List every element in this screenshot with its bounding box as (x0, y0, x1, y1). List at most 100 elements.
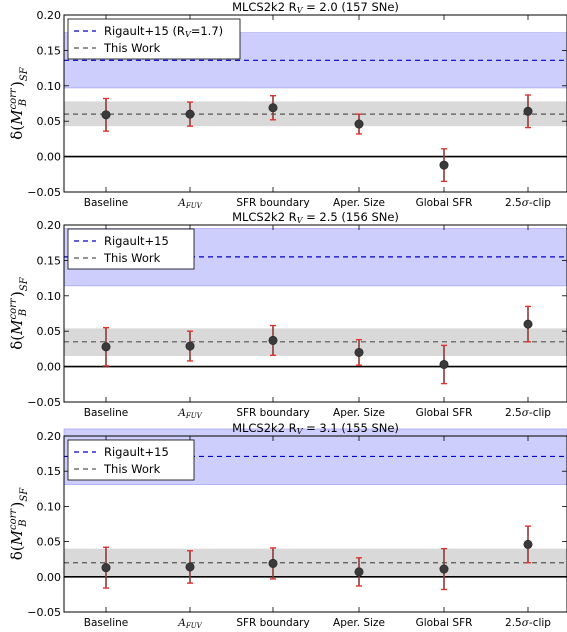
x-tick-label-sub: FUV (185, 412, 203, 420)
title-sub: V (297, 216, 304, 225)
axes-frame (63, 224, 567, 403)
legend-label-sub: V (185, 30, 192, 39)
x-tick-label: 2.5σ-clip (505, 617, 551, 629)
title-part: = 3.1 (155 SNe) (302, 421, 398, 435)
y-tick-label: 0.20 (37, 219, 62, 232)
x-tick-label: Baseline (84, 407, 129, 419)
x-tick-label-sub: FUV (185, 202, 203, 210)
ylabel-sub: SF (19, 487, 30, 502)
y-tick-label: −0.05 (27, 396, 61, 409)
ylabel-part: δ( (8, 545, 26, 560)
data-point (101, 110, 111, 120)
y-axis-label: δ(McorrB)SF (8, 66, 30, 140)
y-tick-label: 0.00 (37, 151, 62, 164)
axes-frame (63, 435, 567, 613)
y-tick-label: 0.10 (37, 500, 62, 513)
legend-label-part: Rigault+15 (R (104, 24, 185, 38)
x-tick-label: Global SFR (416, 617, 473, 629)
legend-label-part: =1.7) (191, 24, 223, 38)
x-tick-label-main: A (177, 617, 186, 629)
x-tick-label-part: 2.5 (505, 197, 522, 209)
data-point (439, 359, 449, 369)
data-point (523, 106, 533, 116)
y-tick-label: 0.00 (37, 361, 62, 374)
y-tick-label: 0.05 (37, 325, 62, 338)
chart-title: MLCS2k2 RV = 3.1 (155 SNe) (232, 421, 399, 436)
ylabel-part: ) (8, 291, 26, 297)
ylabel-part: δ( (8, 125, 26, 140)
title-part: MLCS2k2 R (232, 0, 297, 14)
ylabel-sup: corr (8, 508, 19, 530)
y-tick-label: 0.00 (37, 571, 62, 584)
data-point (439, 160, 449, 170)
x-tick-label-part: 2.5 (505, 617, 522, 629)
legend-label: This Work (103, 41, 161, 55)
x-tick-label-main: A (177, 407, 186, 419)
ylabel-sup: corr (8, 87, 19, 109)
data-point (354, 567, 364, 577)
data-point (523, 539, 533, 549)
y-tick-label: 0.20 (37, 430, 62, 443)
y-tick-label: 0.05 (37, 115, 62, 128)
y-tick-label: 0.15 (37, 254, 62, 267)
x-tick-label: AFUV (177, 407, 202, 420)
x-tick-label-part: -clip (529, 407, 551, 419)
x-tick-label: Global SFR (416, 407, 473, 419)
legend-label: Rigault+15 (104, 445, 169, 459)
data-point (185, 109, 195, 119)
data-point (101, 563, 111, 573)
ylabel-part: M (8, 319, 26, 336)
x-tick-label: 2.5σ-clip (505, 197, 551, 209)
x-tick-label-sub: FUV (185, 622, 203, 630)
x-tick-label-part: -clip (529, 197, 551, 209)
legend-box (67, 18, 241, 60)
y-tick-label: 0.20 (37, 9, 62, 22)
data-point (354, 119, 364, 129)
ylabel-sub: B (18, 99, 29, 107)
legend: Rigault+15 This Work (67, 439, 195, 481)
x-tick-label-main: A (177, 197, 186, 209)
y-tick-label: 0.15 (37, 465, 62, 478)
x-tick-label-sigma: σ (522, 617, 530, 629)
x-tick-label: Baseline (84, 197, 129, 209)
x-tick-label: Baseline (84, 617, 129, 629)
data-point (523, 319, 533, 329)
legend-label: This Work (103, 251, 161, 265)
x-tick-label: SFR boundary (236, 407, 309, 419)
title-sub: V (297, 427, 304, 436)
legend-label: This Work (103, 462, 161, 476)
title-sub: V (297, 6, 304, 15)
legend-label: Rigault+15 (RV=1.7) (104, 24, 223, 39)
data-point (354, 347, 364, 357)
x-tick-label: Aper. Size (333, 617, 385, 629)
x-tick-label: Aper. Size (333, 197, 385, 209)
ylabel-part: M (8, 109, 26, 126)
data-point (101, 342, 111, 352)
ylabel-sub: SF (19, 66, 30, 81)
title-part: = 2.0 (157 SNe) (302, 0, 398, 14)
chart-panel-2: −0.05 0.00 0.05 0.10 0.15 0.20 Baseline AFUV SFR… (8, 210, 567, 420)
ylabel-part: ) (8, 502, 26, 508)
data-point (268, 558, 278, 568)
ylabel-sup: corr (8, 297, 19, 319)
legend-box (67, 439, 195, 481)
data-point (268, 103, 278, 113)
legend: Rigault+15 (RV=1.7) This Work (67, 18, 241, 60)
x-tick-label: AFUV (177, 197, 202, 210)
y-tick-label: 0.10 (37, 290, 62, 303)
y-tick-label: −0.05 (27, 606, 61, 619)
y-tick-label: 0.10 (37, 80, 62, 93)
chart-title: MLCS2k2 RV = 2.0 (157 SNe) (232, 0, 399, 15)
x-tick-label: Aper. Size (333, 407, 385, 419)
x-tick-label-sigma: σ (522, 197, 530, 209)
title-part: MLCS2k2 R (232, 210, 297, 224)
legend-box (67, 228, 195, 270)
y-axis-label: δ(McorrB)SF (8, 276, 30, 350)
y-tick-label: −0.05 (27, 186, 61, 199)
y-axis-label: δ(McorrB)SF (8, 487, 30, 561)
legend-label-part: Rigault+15 (104, 234, 169, 248)
data-point (185, 562, 195, 572)
ylabel-part: δ( (8, 335, 26, 350)
